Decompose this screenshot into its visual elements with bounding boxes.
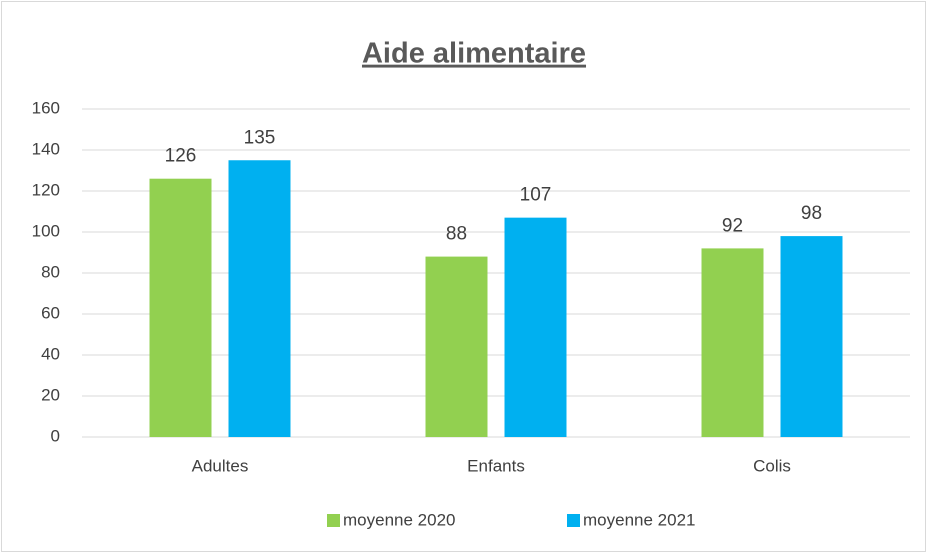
legend-label: moyenne 2020 [343,510,455,529]
x-tick-label: Adultes [192,456,249,475]
legend-swatch [567,514,580,527]
data-label: 98 [801,203,822,224]
bar [425,256,488,437]
bar [780,236,843,437]
y-tick-label: 120 [32,180,60,199]
x-tick-label: Enfants [467,456,525,475]
chart-title: Aide alimentaire [362,38,586,70]
y-tick-label: 20 [41,385,60,404]
y-tick-label: 140 [32,139,60,158]
data-label: 135 [244,127,276,148]
y-tick-label: 0 [51,426,60,445]
y-tick-label: 160 [32,98,60,117]
data-label: 88 [446,224,467,245]
x-tick-label: Colis [753,456,791,475]
bar [701,248,764,437]
y-tick-label: 60 [41,303,60,322]
data-label: 126 [165,146,197,167]
legend-label: moyenne 2021 [583,510,695,529]
bar [504,217,567,437]
bar [228,160,291,437]
bar [149,178,212,437]
y-tick-label: 80 [41,262,60,281]
y-tick-label: 40 [41,344,60,363]
legend-swatch [327,514,340,527]
data-label: 107 [520,185,552,206]
data-label: 92 [722,215,743,236]
y-tick-label: 100 [32,221,60,240]
